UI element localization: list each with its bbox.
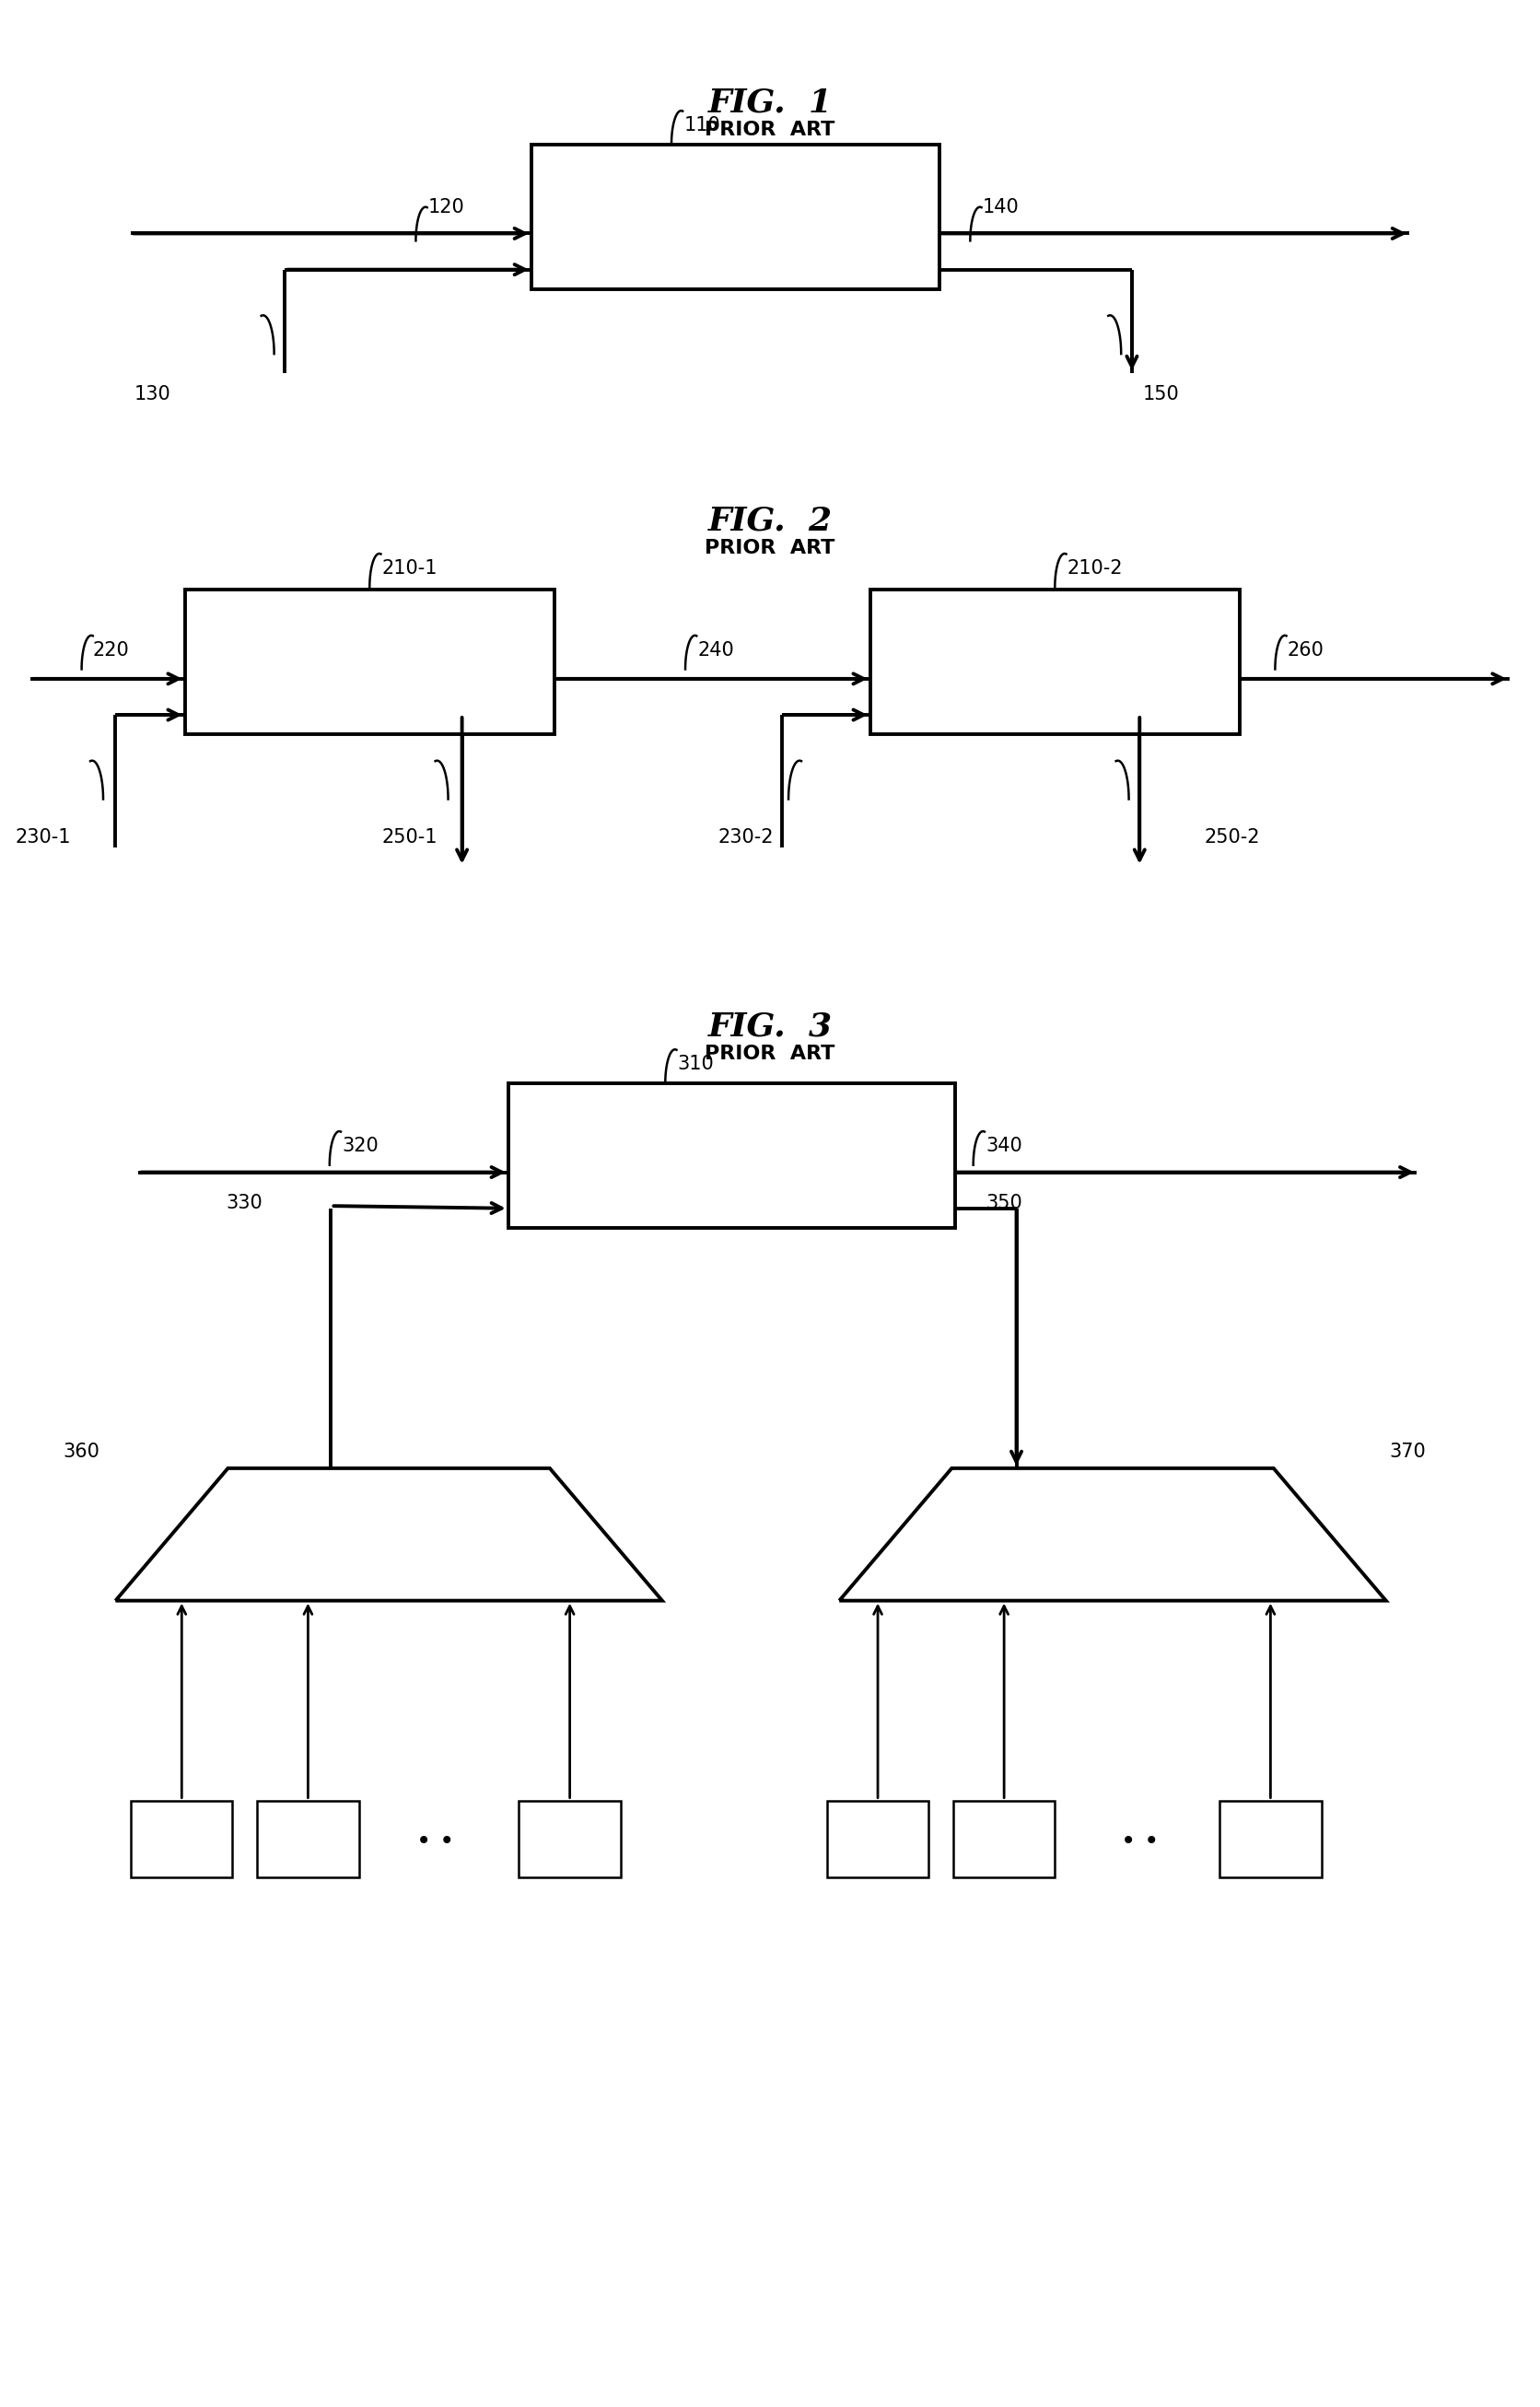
Bar [531, 144, 939, 289]
Text: 380-N: 380-N [547, 1832, 593, 1846]
Text: 240: 240 [698, 640, 735, 660]
Text: 390-N: 390-N [1247, 1832, 1294, 1846]
Text: 350: 350 [986, 1194, 1023, 1213]
Bar [131, 1800, 233, 1877]
Text: 370: 370 [1389, 1442, 1426, 1461]
Text: 310: 310 [678, 1054, 715, 1074]
Text: 220: 220 [92, 640, 129, 660]
Bar [257, 1800, 359, 1877]
Bar [953, 1800, 1055, 1877]
Text: 150: 150 [1143, 385, 1180, 404]
Bar [827, 1800, 929, 1877]
Text: PRIOR  ART: PRIOR ART [705, 1045, 835, 1064]
Text: 360: 360 [63, 1442, 100, 1461]
Text: 130: 130 [134, 385, 171, 404]
Bar [508, 1083, 955, 1228]
Text: 210-2: 210-2 [1067, 558, 1123, 578]
Text: • •: • • [1121, 1829, 1158, 1853]
Text: 230-2: 230-2 [718, 828, 773, 847]
Text: FIG.  3: FIG. 3 [708, 1011, 832, 1042]
Text: 110: 110 [684, 116, 721, 135]
Text: 140: 140 [983, 197, 1019, 217]
Text: 250-1: 250-1 [382, 828, 437, 847]
Bar [1220, 1800, 1321, 1877]
Text: 230-1: 230-1 [15, 828, 71, 847]
Bar [870, 590, 1240, 734]
Text: 210-1: 210-1 [382, 558, 437, 578]
Text: 390-2: 390-2 [983, 1832, 1026, 1846]
Text: • •: • • [417, 1829, 454, 1853]
Text: FIG.  2: FIG. 2 [708, 505, 832, 537]
Bar [185, 590, 554, 734]
Text: 250-2: 250-2 [1204, 828, 1260, 847]
Text: PRIOR  ART: PRIOR ART [705, 539, 835, 558]
Text: 380-2: 380-2 [286, 1832, 330, 1846]
Text: 320: 320 [342, 1136, 379, 1155]
Text: 120: 120 [428, 197, 465, 217]
Text: 340: 340 [986, 1136, 1023, 1155]
Text: PRIOR  ART: PRIOR ART [705, 120, 835, 140]
Text: 390-1: 390-1 [856, 1832, 899, 1846]
Text: 260: 260 [1287, 640, 1324, 660]
Text: 330: 330 [226, 1194, 263, 1213]
Text: FIG.  1: FIG. 1 [708, 87, 832, 118]
Text: 380-1: 380-1 [160, 1832, 203, 1846]
Bar [519, 1800, 621, 1877]
